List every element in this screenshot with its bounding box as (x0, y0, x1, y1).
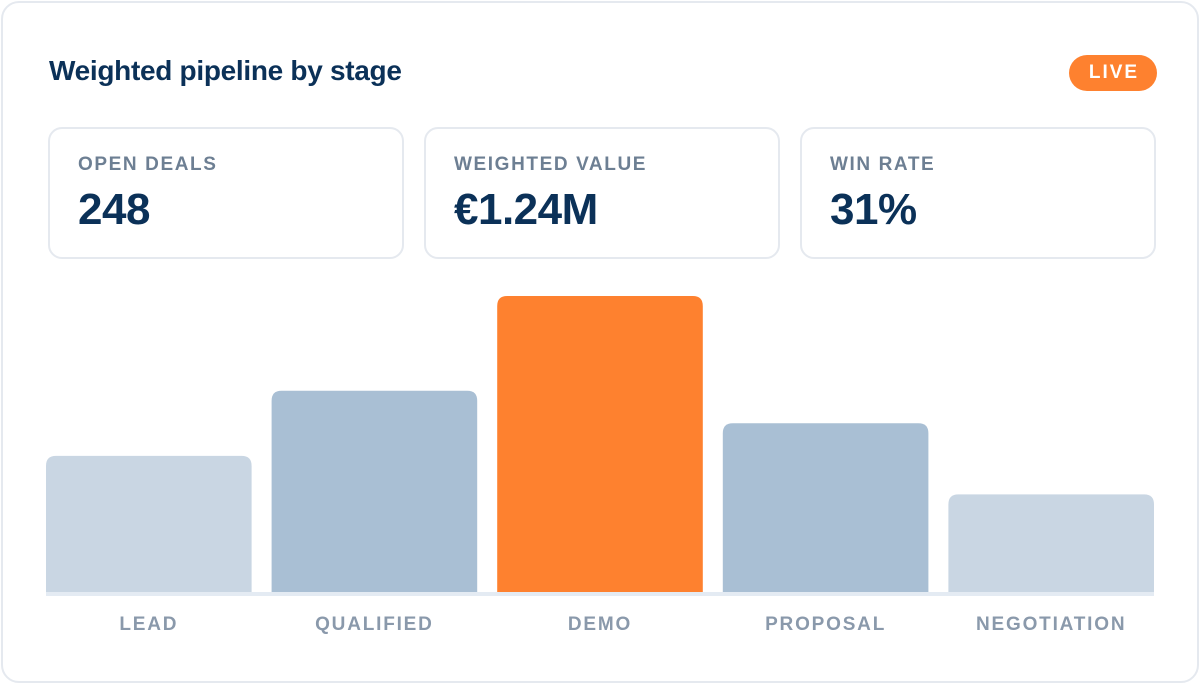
bar-lead (46, 455, 252, 592)
bar-qualified (271, 390, 478, 592)
kpi-open-deals: OPEN DEALS 248 (48, 127, 404, 259)
bar-proposal (722, 423, 929, 592)
live-badge: LIVE (1069, 55, 1157, 91)
x-tick-label: QUALIFIED (315, 614, 434, 635)
bar-demo (497, 296, 703, 592)
x-tick-label: PROPOSAL (765, 614, 886, 635)
kpi-label: WIN RATE (830, 154, 936, 175)
kpi-label: WEIGHTED VALUE (454, 154, 648, 175)
kpi-label: OPEN DEALS (78, 154, 218, 175)
x-tick-label: NEGOTIATION (976, 614, 1126, 635)
kpi-value: €1.24M (454, 185, 598, 234)
kpi-win-rate: WIN RATE 31% (800, 127, 1156, 259)
kpi-value: 248 (78, 185, 150, 234)
kpi-weighted-value: WEIGHTED VALUE €1.24M (424, 127, 780, 259)
x-tick-label: DEMO (568, 614, 632, 635)
x-tick-label: LEAD (119, 614, 178, 635)
page-title: Weighted pipeline by stage (49, 55, 402, 86)
x-axis-baseline (46, 592, 1154, 596)
bar-negotiation (948, 494, 1154, 592)
kpi-value: 31% (830, 185, 917, 234)
